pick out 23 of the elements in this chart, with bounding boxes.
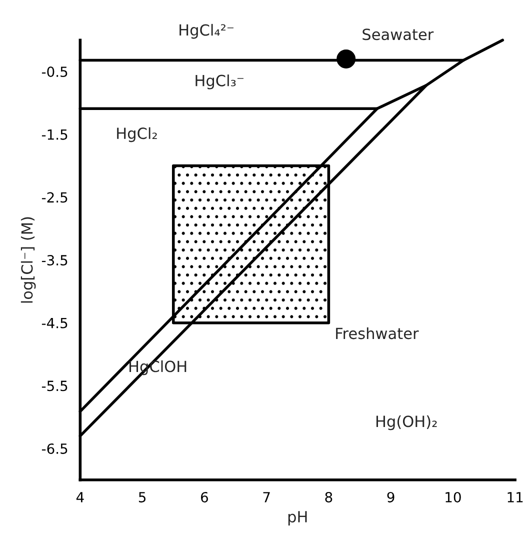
annotation: HgCl₃⁻ (196, 74, 244, 90)
annotation: Seawater (362, 28, 434, 40)
y-tick-label: -3.5 (42, 254, 68, 266)
y-tick-label: -0.5 (42, 66, 68, 78)
x-tick-label: 4 (76, 492, 84, 502)
x-tick-label: 10 (446, 492, 461, 502)
x-tick-label: 11 (508, 492, 523, 502)
y-tick-label: -1.5 (42, 130, 68, 140)
y-tick-label: -2.5 (42, 192, 68, 203)
annotation: Freshwater (336, 327, 419, 340)
x-axis-title: pH (288, 511, 307, 526)
y-axis-title: log[Cl⁻] (M) (20, 217, 36, 303)
x-tick-label: 9 (387, 492, 394, 502)
annotation: Hg(OH)₂ (376, 415, 437, 430)
annotation: HgCl₂ (117, 127, 157, 142)
x-tick-label: 8 (325, 492, 332, 502)
x-tick-label: 7 (263, 492, 270, 502)
y-tick-label: -4.5 (42, 318, 68, 328)
y-tick-label: -6.5 (42, 443, 68, 454)
x-tick-label: 5 (138, 492, 146, 502)
text: HgCl₄²⁻ (180, 24, 234, 39)
x-tick-label: 6 (200, 492, 208, 502)
y-tick-label: -5.5 (42, 380, 68, 392)
